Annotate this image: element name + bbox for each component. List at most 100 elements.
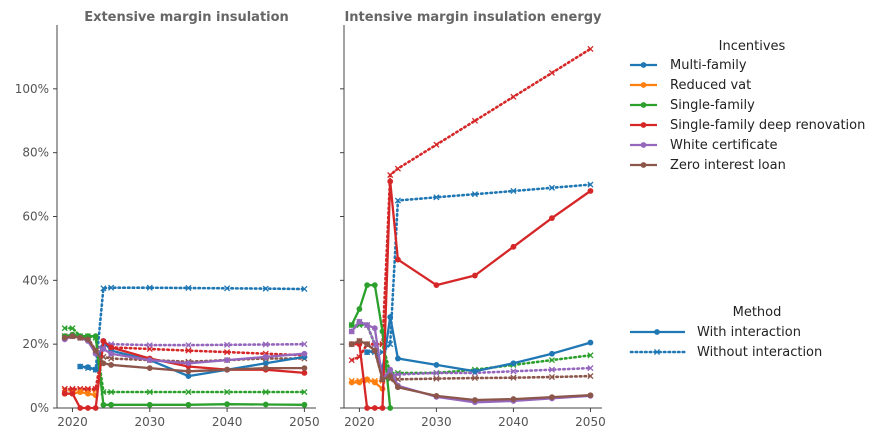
data-point: [100, 338, 107, 344]
y-tick-label: 80%: [22, 146, 49, 160]
data-point: [472, 272, 478, 279]
series-line: [365, 183, 592, 354]
data-point: [185, 401, 192, 408]
data-point: [146, 401, 153, 408]
data-point: [77, 389, 84, 395]
data-point: [356, 318, 363, 325]
legend-swatch-marker: [640, 142, 647, 148]
legend-swatch-marker: [654, 329, 660, 335]
data-point: [587, 45, 594, 52]
data-point: [549, 215, 555, 221]
panel-intensive-margin: Intensive margin insulation energy 2020 20…: [340, 10, 606, 429]
y-tick-label: 20%: [22, 337, 49, 351]
x-tick-label: 2040: [212, 415, 243, 429]
data-point: [395, 355, 401, 362]
series-zero-interest-loan-with-interaction: [348, 338, 594, 403]
legend-entry-zero-interest-loan: Zero interest loan: [630, 158, 786, 173]
data-point: [387, 405, 394, 411]
legend-label: Without interaction: [697, 345, 822, 360]
data-point: [471, 374, 478, 382]
data-point: [61, 390, 68, 397]
data-point: [77, 334, 84, 341]
series-line: [63, 326, 306, 394]
legend-entry-with-interaction: With interaction: [630, 325, 801, 340]
data-point: [433, 282, 440, 289]
data-point: [587, 352, 594, 359]
data-point: [587, 188, 594, 194]
legend-swatch-marker: [640, 102, 647, 108]
data-point: [100, 285, 107, 292]
data-point: [364, 376, 371, 383]
legend-entry-white-certificate: White certificate: [630, 138, 778, 153]
data-point: [185, 342, 192, 349]
data-point: [433, 362, 440, 368]
data-point: [224, 285, 231, 292]
data-point: [587, 365, 594, 372]
data-point: [262, 354, 269, 360]
panel-title: Intensive margin insulation energy: [344, 10, 602, 25]
legend-label: Zero interest loan: [670, 158, 786, 173]
y-tick-label: 0%: [30, 401, 49, 415]
legend-title-incentives: Incentives: [719, 39, 786, 54]
data-point: [185, 284, 192, 292]
data-point: [548, 357, 555, 364]
data-point: [61, 334, 68, 341]
legend-swatch-marker: [640, 82, 647, 88]
data-point: [108, 388, 115, 396]
data-point: [146, 284, 153, 291]
panel-extensive-margin: Extensive margin insulation 2020 2030 2040 2…: [15, 10, 320, 429]
data-point: [185, 373, 192, 379]
data-point: [548, 373, 555, 381]
x-tick-label: 2050: [575, 415, 606, 429]
data-point: [262, 388, 269, 396]
data-point: [185, 388, 192, 396]
legend-swatch-marker: [653, 348, 661, 356]
legend-entry-single-family: Single-family: [630, 98, 755, 113]
data-point: [77, 405, 84, 411]
series-line: [80, 339, 305, 378]
data-point: [510, 243, 517, 250]
data-point: [394, 197, 401, 204]
data-point: [100, 401, 107, 408]
data-point: [394, 371, 401, 378]
data-point: [510, 396, 517, 402]
data-point: [92, 333, 99, 340]
data-point: [387, 341, 394, 348]
data-point: [92, 366, 99, 373]
data-point: [471, 191, 478, 198]
data-point: [69, 390, 76, 397]
data-point: [387, 178, 394, 185]
data-point: [587, 181, 594, 188]
data-point: [85, 364, 91, 371]
data-point: [185, 368, 192, 375]
data-point: [146, 365, 153, 372]
x-tick-label: 2020: [344, 415, 375, 429]
x-tick-label: 2030: [421, 415, 452, 429]
data-point: [395, 256, 401, 263]
data-point: [224, 366, 230, 373]
data-point: [587, 339, 594, 346]
data-point: [224, 388, 231, 396]
legend-swatch-marker: [640, 62, 647, 68]
data-point: [262, 401, 269, 408]
data-point: [84, 385, 91, 392]
legend-label: With interaction: [697, 325, 801, 340]
data-point: [510, 187, 517, 195]
data-point: [548, 69, 555, 76]
data-point: [69, 385, 76, 392]
y-tick-label: 40%: [22, 273, 49, 287]
data-point: [108, 362, 115, 368]
data-point: [69, 333, 76, 340]
data-point: [224, 349, 231, 356]
data-point: [364, 405, 371, 411]
data-point: [348, 322, 355, 328]
data-point: [224, 401, 230, 408]
data-point: [510, 360, 517, 367]
x-tick-label: 2020: [57, 415, 88, 429]
x-tick-label: 2050: [289, 415, 320, 429]
data-point: [364, 282, 371, 289]
x-tick-label: 2030: [135, 415, 166, 429]
data-point: [224, 341, 231, 348]
data-point: [549, 350, 555, 357]
data-point: [510, 374, 517, 381]
